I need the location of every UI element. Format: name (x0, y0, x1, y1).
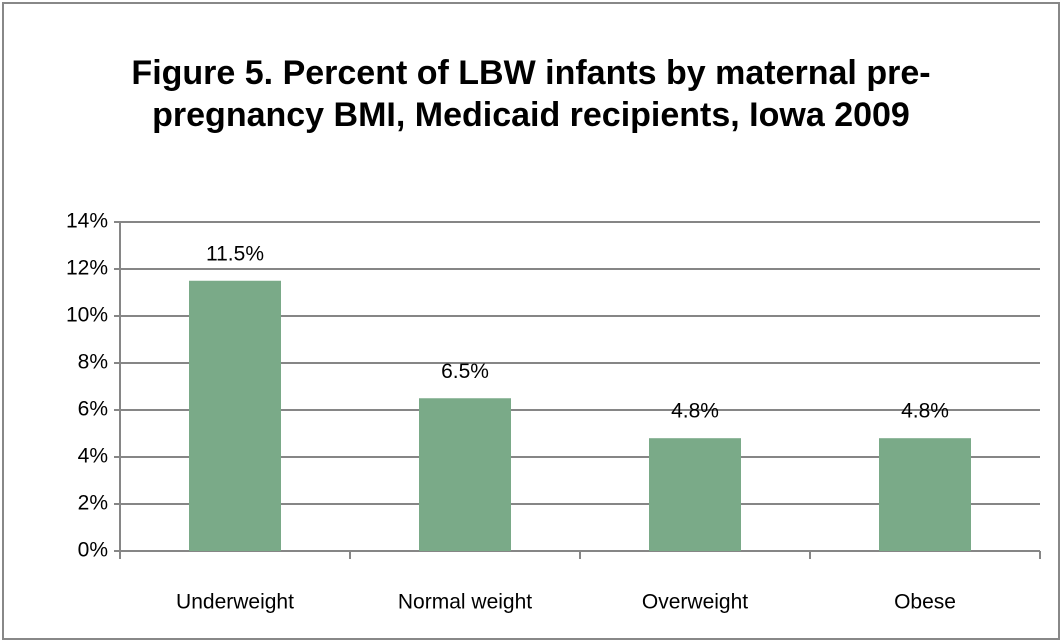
y-tick-label: 0% (78, 539, 108, 562)
y-tick-label: 12% (66, 257, 108, 280)
x-tick-label: Normal weight (398, 591, 532, 614)
x-tick-label: Underweight (176, 591, 294, 614)
y-tick-label: 6% (78, 398, 108, 421)
y-tick-label: 4% (78, 445, 108, 468)
y-tick-label: 2% (78, 492, 108, 515)
x-tick-label: Obese (894, 591, 956, 614)
bar (419, 398, 511, 551)
data-label: 4.8% (901, 400, 949, 423)
x-tick-label: Overweight (642, 591, 748, 614)
y-tick-label: 10% (66, 304, 108, 327)
bar (649, 438, 741, 551)
bar (879, 438, 971, 551)
data-label: 4.8% (671, 400, 719, 423)
bar (189, 280, 281, 551)
chart-title: Figure 5. Percent of LBW infants by mate… (131, 54, 931, 134)
data-label: 11.5% (206, 242, 264, 265)
y-tick-label: 14% (66, 210, 108, 233)
data-label: 6.5% (441, 360, 489, 383)
y-tick-label: 8% (78, 351, 108, 374)
